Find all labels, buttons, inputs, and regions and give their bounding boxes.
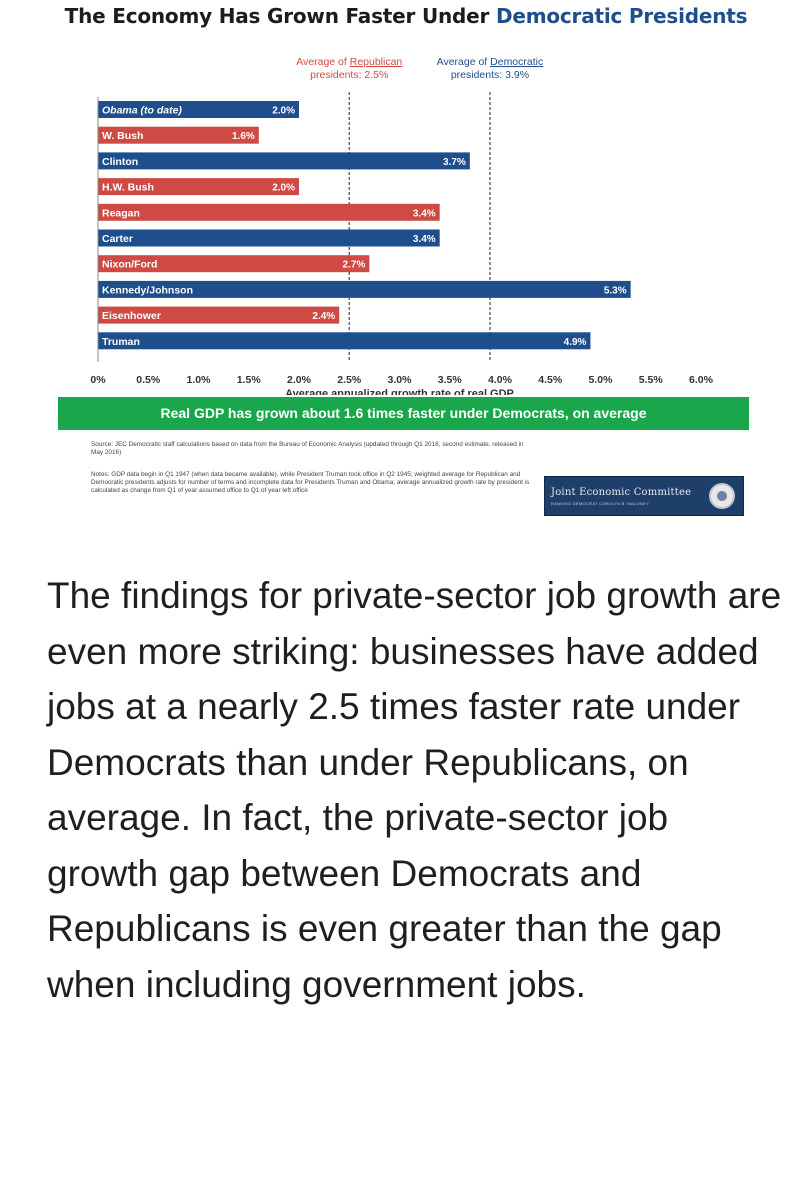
bar-label-7: Kennedy/Johnson [102, 284, 193, 296]
x-tick-label-8: 4.0% [488, 374, 513, 386]
reference-label-prefix: Average of [296, 56, 350, 68]
chart-title-highlight: Democratic Presidents [495, 4, 748, 28]
bar-0 [98, 101, 299, 118]
jec-logo-subtitle: RANKING DEMOCRAT CAROLYN B. MALONEY [551, 501, 650, 506]
bar-value-label-7: 5.3% [604, 285, 627, 296]
bar-value-label-1: 1.6% [232, 131, 255, 142]
summary-banner: Real GDP has grown about 1.6 times faste… [58, 397, 749, 430]
x-tick-label-6: 3.0% [388, 374, 413, 386]
jec-logo: Joint Economic Committee RANKING DEMOCRA… [544, 476, 744, 516]
bar-value-label-8: 2.4% [312, 311, 335, 322]
bar-label-8: Eisenhower [102, 310, 161, 322]
x-tick-label-10: 5.0% [589, 374, 614, 386]
x-tick-label-3: 1.5% [237, 374, 262, 386]
x-axis-label: Average annualized growth rate of real G… [285, 388, 514, 395]
bar-label-0: Obama (to date) [102, 105, 182, 117]
x-tick-label-12: 6.0% [689, 374, 714, 386]
bar-1 [98, 126, 259, 144]
bar-7 [98, 280, 631, 298]
chart-title: The Economy Has Grown Faster Under Democ… [0, 4, 812, 28]
reference-label-party: Democratic [490, 56, 543, 68]
reference-label-party: Republican [350, 56, 403, 68]
bar-value-label-9: 4.9% [564, 337, 587, 348]
reference-label-republican-line1: Average of Republican [296, 56, 402, 68]
reference-label-prefix: Average of [437, 56, 491, 68]
bar-value-label-0: 2.0% [272, 106, 295, 117]
bar-label-2: Clinton [102, 156, 138, 168]
bar-4 [98, 203, 440, 221]
article-paragraph: The findings for private-sector job grow… [47, 575, 782, 1005]
reference-label-republican-line2: presidents: 2.5% [310, 69, 388, 81]
methodology-notes: Notes: GDP data begin in Q1 1947 (when d… [91, 471, 530, 494]
bar-label-5: Carter [102, 233, 133, 245]
x-tick-label-9: 4.5% [538, 374, 563, 386]
bar-label-4: Reagan [102, 207, 140, 219]
bar-value-label-4: 3.4% [413, 208, 436, 219]
bar-value-label-5: 3.4% [413, 234, 436, 245]
x-tick-label-2: 1.0% [187, 374, 212, 386]
bar-8 [98, 306, 340, 324]
bar-5 [98, 229, 440, 247]
bar-value-label-2: 3.7% [443, 157, 466, 168]
reference-label-democratic-line1: Average of Democratic [437, 56, 544, 68]
bar-2 [98, 152, 470, 170]
x-tick-label-7: 3.5% [438, 374, 463, 386]
bar-label-1: W. Bush [102, 130, 143, 142]
x-tick-label-1: 0.5% [136, 374, 161, 386]
x-tick-label-11: 5.5% [639, 374, 664, 386]
bar-label-9: Truman [102, 336, 140, 348]
source-note: Source: JEC Democratic staff calculation… [91, 441, 524, 456]
bar-9 [98, 332, 591, 350]
reference-label-democratic-line2: presidents: 3.9% [451, 69, 529, 81]
bar-label-6: Nixon/Ford [102, 259, 157, 271]
x-tick-label-4: 2.0% [287, 374, 312, 386]
bar-label-3: H.W. Bush [102, 182, 154, 194]
jec-logo-name: Joint Economic Committee [551, 487, 692, 498]
bar-value-label-3: 2.0% [272, 183, 295, 194]
chart-title-prefix: The Economy Has Grown Faster Under [64, 4, 496, 28]
x-tick-label-0: 0% [90, 374, 106, 386]
bar-6 [98, 255, 370, 273]
x-tick-label-5: 2.5% [337, 374, 362, 386]
seal-icon [709, 483, 735, 509]
bar-value-label-6: 2.7% [343, 260, 366, 271]
bar-3 [98, 178, 299, 196]
